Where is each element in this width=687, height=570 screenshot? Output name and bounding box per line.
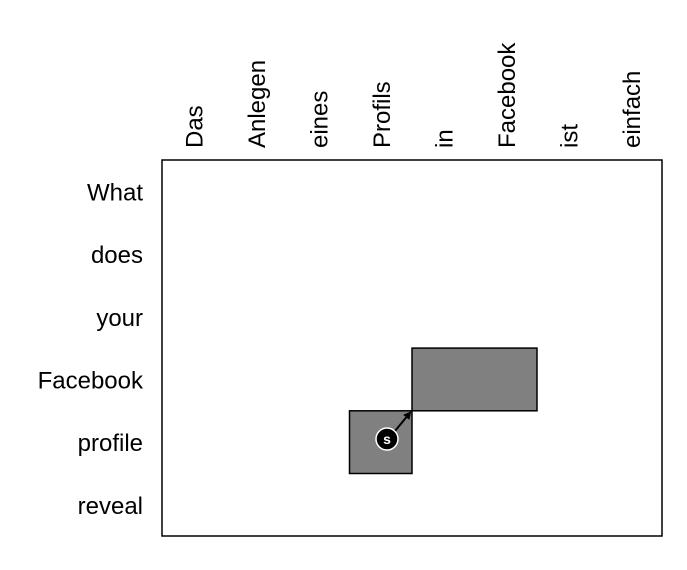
target-word-1: does	[91, 242, 143, 269]
source-word-7: einfach	[619, 71, 646, 148]
marker-arrow	[394, 411, 412, 432]
block-facebook-in-facebook	[411, 347, 538, 412]
source-word-4: in	[431, 129, 458, 148]
block-profile-profils	[348, 410, 413, 475]
segment-marker: s	[375, 411, 412, 451]
source-word-3: Profils	[369, 81, 396, 148]
target-word-4: profile	[78, 430, 143, 457]
target-word-0: What	[87, 179, 143, 206]
source-word-5: Facebook	[494, 42, 521, 148]
marker-circle	[375, 427, 399, 451]
source-word-labels: Das Anlegen eines Profils in Facebook ist einfa…	[181, 42, 646, 148]
alignment-blocks	[348, 347, 538, 475]
target-word-3: Facebook	[38, 367, 144, 394]
target-word-labels: What does your Facebook profile reveal	[38, 179, 144, 519]
target-word-2: your	[96, 305, 143, 332]
source-word-6: ist	[556, 124, 583, 148]
source-word-1: Anlegen	[244, 60, 271, 148]
source-word-2: eines	[306, 91, 333, 148]
source-word-0: Das	[181, 105, 208, 148]
grid-frame	[161, 159, 663, 537]
target-word-5: reveal	[78, 493, 143, 520]
marker-label: s	[383, 431, 391, 447]
